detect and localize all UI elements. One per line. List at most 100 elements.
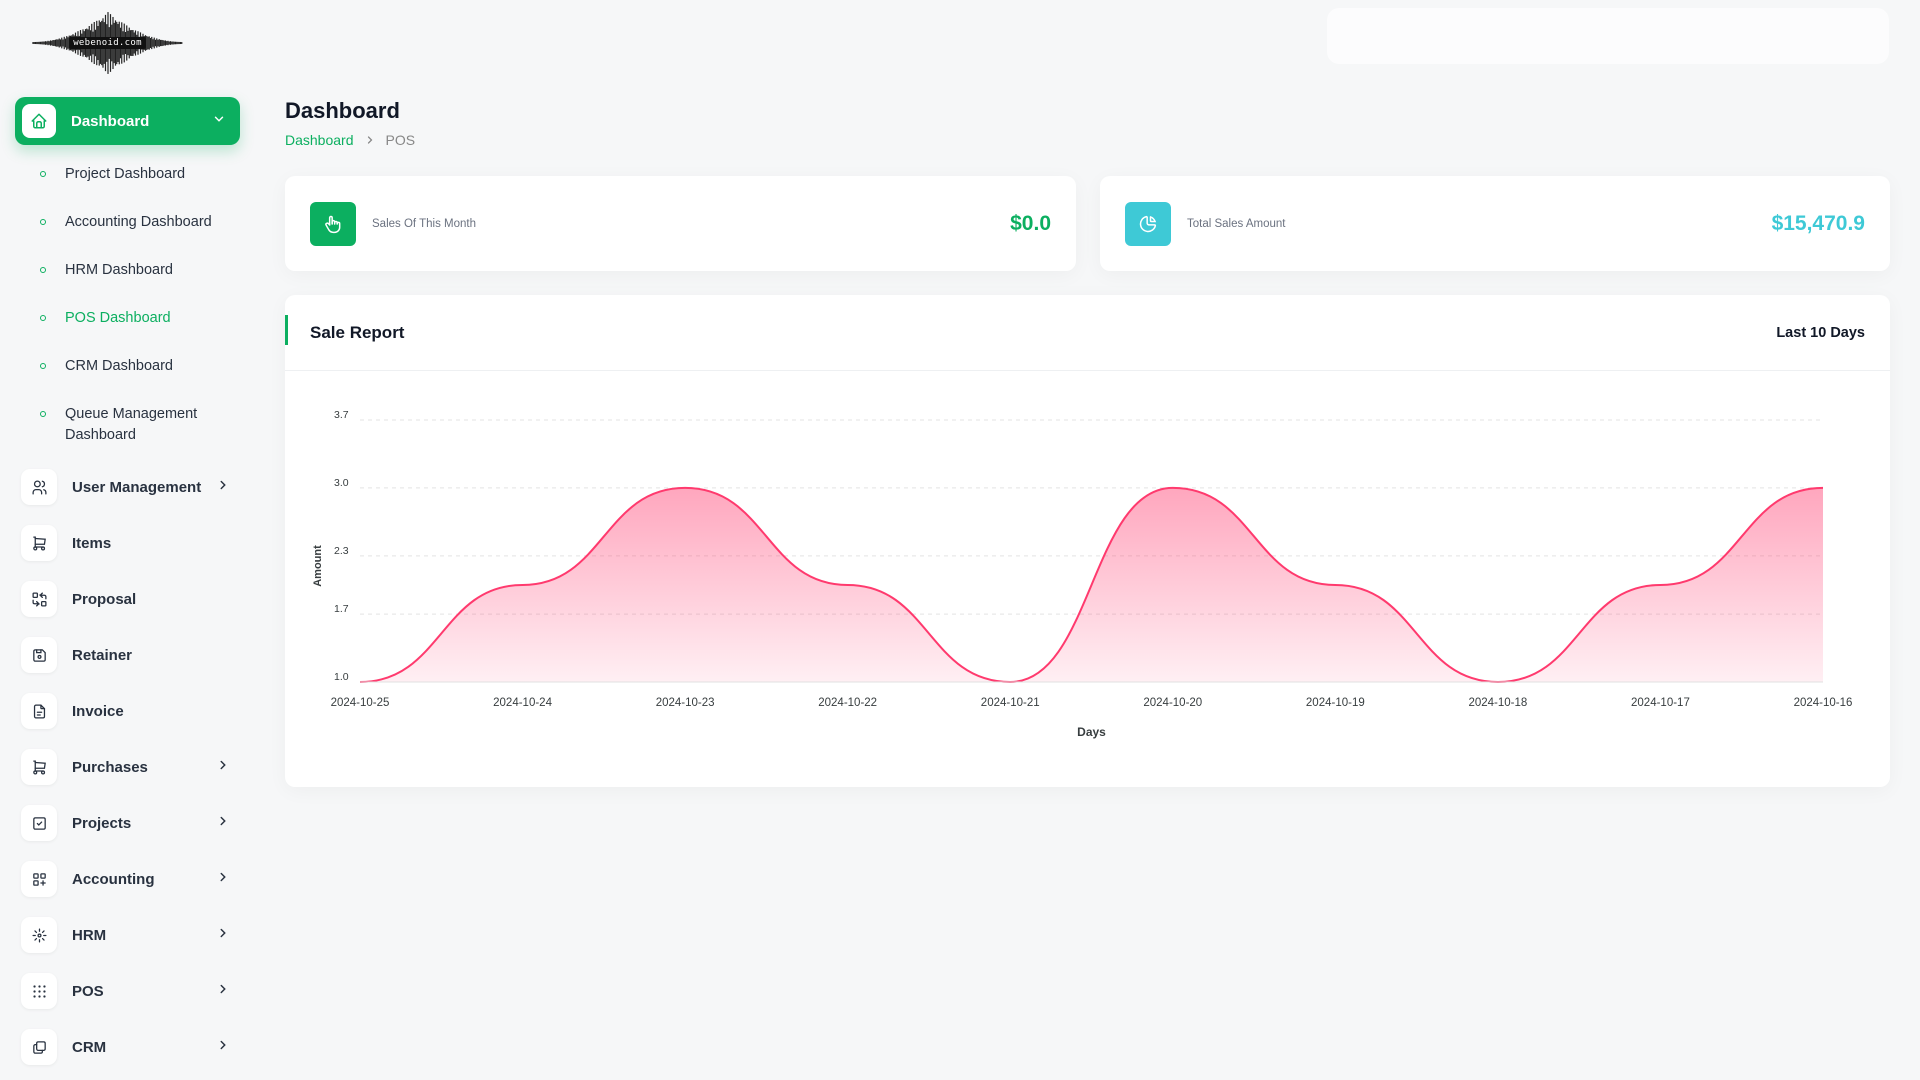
chevron-right-icon [216, 870, 230, 889]
x-tick-label: 2024-10-21 [981, 697, 1040, 709]
sidebar-item-label: Purchases [72, 758, 148, 776]
sidebar-item-label: HRM [72, 926, 107, 944]
stat-value: $15,470.9 [1771, 211, 1865, 235]
y-tick-label: 2.3 [334, 545, 349, 557]
x-tick-label: 2024-10-23 [656, 697, 715, 709]
sidebar-item-purchases[interactable]: Purchases [21, 747, 236, 787]
chevron-right-icon [216, 758, 230, 777]
sidebar-item-label: Invoice [72, 702, 124, 720]
stat-label: Total Sales Amount [1187, 217, 1286, 230]
y-tick-label: 1.0 [334, 671, 349, 683]
replace-icon [21, 581, 57, 617]
sidebar-item-crm[interactable]: CRM [21, 1027, 236, 1067]
chevron-right-icon [216, 814, 230, 833]
sidebar-item-retainer[interactable]: Retainer [21, 635, 236, 675]
sidebar-item-label: User Management [72, 478, 202, 496]
submenu-label: Project Dashboard [65, 166, 186, 182]
submenu-item-project-dashboard[interactable]: Project Dashboard [40, 164, 240, 185]
bullet-icon [40, 171, 46, 177]
date-range-filter[interactable]: Last 10 Days [1776, 324, 1865, 341]
bullet-icon [40, 267, 46, 273]
x-tick-label: 2024-10-25 [331, 697, 390, 709]
y-tick-label: 1.7 [334, 603, 349, 615]
hrm-icon [21, 917, 57, 953]
submenu-label: Accounting Dashboard [65, 214, 212, 230]
users-icon [21, 469, 57, 505]
sidebar-item-invoice[interactable]: Invoice [21, 691, 236, 731]
submenu-item-queue-management-dashboard[interactable]: Queue Management Dashboard [40, 404, 240, 446]
breadcrumb-home-link[interactable]: Dashboard [285, 132, 354, 148]
accent-bar [285, 315, 288, 345]
submenu-item-crm-dashboard[interactable]: CRM Dashboard [40, 356, 240, 377]
sidebar-item-label: POS [72, 982, 104, 1000]
submenu-label: HRM Dashboard [65, 262, 173, 278]
x-tick-label: 2024-10-18 [1468, 697, 1527, 709]
save-icon [21, 637, 57, 673]
sidebar-item-label: Projects [72, 814, 132, 832]
stat-card-sales-this-month: Sales Of This Month $0.0 [285, 176, 1076, 271]
sale-report-chart: 3.7 3.0 2.3 1.7 1.0 2024-10-25 2024-10-24 2024-… [312, 409, 1853, 739]
submenu-item-hrm-dashboard[interactable]: HRM Dashboard [40, 260, 240, 281]
page-title: Dashboard [285, 98, 400, 123]
hand-finger-icon [310, 201, 356, 246]
checkbox-icon [21, 805, 57, 841]
sidebar-item-dashboard[interactable]: Dashboard [15, 97, 240, 145]
submenu-label: Queue Management Dashboard [65, 406, 198, 443]
x-axis-title: Days [1077, 725, 1106, 739]
grid-dots-icon [21, 973, 57, 1009]
bullet-icon [40, 363, 46, 369]
logo-text: webenoid.com [69, 37, 146, 49]
cart-icon [21, 525, 57, 561]
y-tick-label: 3.7 [334, 409, 349, 421]
stat-card-total-sales-amount: Total Sales Amount $15,470.9 [1100, 176, 1890, 271]
pie-chart-icon [1125, 201, 1171, 246]
bullet-icon [40, 315, 46, 321]
sidebar-item-items[interactable]: Items [21, 523, 236, 563]
sidebar-item-pos[interactable]: POS [21, 971, 236, 1011]
bullet-icon [40, 219, 46, 225]
y-tick-label: 3.0 [334, 477, 349, 489]
series-line [359, 486, 1824, 684]
x-tick-label: 2024-10-17 [1631, 697, 1690, 709]
chevron-right-icon [216, 478, 230, 497]
sale-report-header: Sale Report Last 10 Days [285, 295, 1890, 371]
breadcrumb: Dashboard POS [285, 132, 415, 148]
sidebar-item-label: Retainer [72, 646, 133, 664]
sidebar-item-projects[interactable]: Projects [21, 803, 236, 843]
shopping-cart-icon [21, 749, 57, 785]
chevron-down-icon [212, 112, 226, 131]
sidebar-item-proposal[interactable]: Proposal [21, 579, 236, 619]
y-axis-title: Amount [312, 545, 324, 587]
chevron-right-icon [364, 134, 376, 146]
stat-value: $0.0 [1010, 211, 1051, 235]
sidebar-item-label: Accounting [72, 870, 155, 888]
sidebar-item-accounting[interactable]: Accounting [21, 859, 236, 899]
sidebar-item-label: Dashboard [71, 112, 150, 130]
top-header-bar [1327, 8, 1889, 64]
submenu-label: POS Dashboard [65, 310, 171, 326]
breadcrumb-current: POS [385, 132, 416, 148]
sidebar-item-label: Items [72, 534, 112, 552]
x-tick-label: 2024-10-22 [818, 697, 877, 709]
x-tick-label: 2024-10-16 [1794, 697, 1853, 709]
sidebar-item-label: Proposal [72, 590, 137, 608]
file-invoice-icon [21, 693, 57, 729]
chevron-right-icon [216, 926, 230, 945]
layout-grid-add-icon [21, 861, 57, 897]
submenu-label: CRM Dashboard [65, 358, 173, 374]
home-icon [22, 104, 56, 138]
x-tick-label: 2024-10-24 [493, 697, 552, 709]
submenu-item-pos-dashboard[interactable]: POS Dashboard [40, 308, 240, 329]
company-logo[interactable]: webenoid.com [30, 8, 185, 78]
sidebar-item-user-management[interactable]: User Management [21, 467, 236, 507]
sidebar-item-label: CRM [72, 1038, 107, 1056]
bullet-icon [40, 411, 46, 417]
stat-label: Sales Of This Month [372, 217, 476, 230]
sale-report-title: Sale Report [310, 322, 405, 342]
x-tick-label: 2024-10-19 [1306, 697, 1365, 709]
sale-report-card: Sale Report Last 10 Days 3.7 3.0 2.3 1.7 1.0… [285, 295, 1890, 787]
sidebar-item-hrm[interactable]: HRM [21, 915, 236, 955]
x-tick-label: 2024-10-20 [1143, 697, 1202, 709]
submenu-item-accounting-dashboard[interactable]: Accounting Dashboard [40, 212, 240, 233]
chevron-right-icon [216, 982, 230, 1001]
